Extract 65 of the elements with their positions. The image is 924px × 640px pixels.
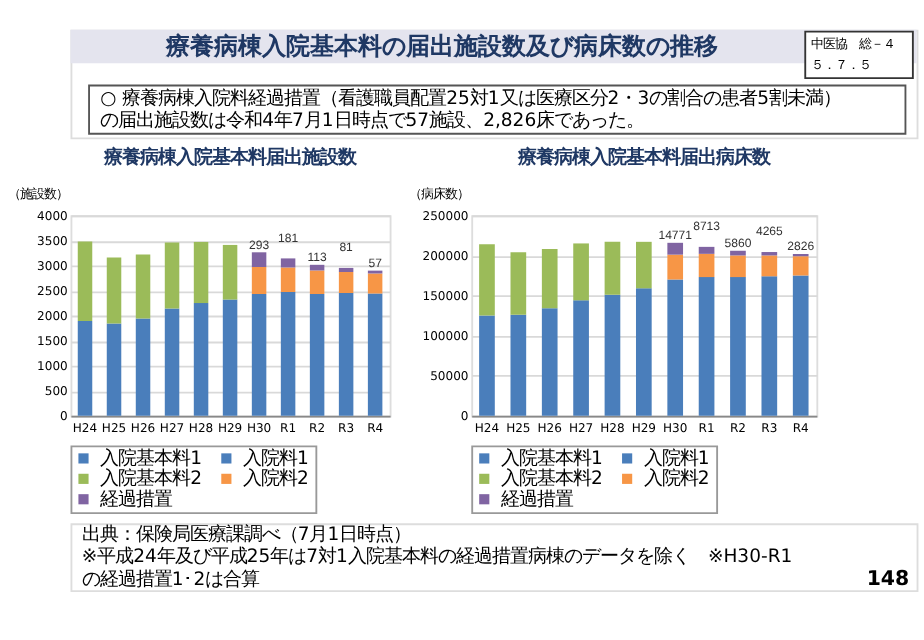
bar <box>792 256 809 276</box>
bar <box>338 293 354 416</box>
bar <box>251 266 267 295</box>
bar <box>280 258 296 268</box>
legend-label: 入院料1 <box>643 448 710 470</box>
bar <box>573 243 589 301</box>
bar <box>309 270 325 295</box>
bar <box>135 318 151 416</box>
legend-label: 入院料2 <box>243 468 309 491</box>
legend-label: 入院基本料1 <box>500 448 603 470</box>
bar <box>510 314 527 416</box>
bar <box>106 323 122 416</box>
legend-label: 入院基本料1 <box>100 448 203 470</box>
bar <box>77 321 93 416</box>
bar <box>367 293 383 416</box>
bar <box>635 241 652 289</box>
bar <box>309 294 325 416</box>
bar <box>193 241 209 304</box>
bar <box>667 279 684 416</box>
bar <box>251 294 267 416</box>
bar <box>135 254 151 319</box>
bar <box>77 241 93 322</box>
bar <box>730 277 746 416</box>
bar <box>280 267 296 293</box>
text: ※平成24年及び平成25年は7対1入院基本料の経過措置病棟のデータを除く ※H30-R1の経過措置1･2は合算 <box>81 546 793 591</box>
text: 148 <box>866 568 910 591</box>
bar <box>541 308 558 416</box>
bar <box>367 273 383 294</box>
bar <box>604 294 621 416</box>
legend-label: 入院料1 <box>243 448 310 470</box>
bar <box>479 315 495 416</box>
bar <box>667 242 684 255</box>
bar <box>635 288 652 416</box>
bar <box>761 255 778 277</box>
bar <box>280 292 296 416</box>
bar <box>792 275 809 416</box>
text: ○ 療養病棟入院料経過措置（看護職員配置25対1又は医療区分2・3の割合の患者5割未満）の届出施設数は令和4年7月1日時点で57施設、2,826床であった。 <box>100 88 842 133</box>
bar <box>222 244 238 300</box>
bar <box>698 246 715 254</box>
bar <box>164 242 180 309</box>
legend-label: 入院基本料2 <box>100 468 203 491</box>
text: 療養病棟入院基本料の届出施設数及び病床数の推移 <box>163 31 718 60</box>
bar <box>510 252 527 315</box>
bar <box>698 277 715 416</box>
bar <box>761 276 778 416</box>
bar <box>338 271 354 294</box>
bar <box>730 255 746 278</box>
bar <box>667 254 684 280</box>
legend-label: 入院基本料2 <box>500 468 603 491</box>
legend-label: 経過措置 <box>498 488 573 511</box>
bar <box>164 308 180 416</box>
source-note: 出典：保険局医療課調べ（7月1日時点） <box>81 524 412 547</box>
legend-label: 経過措置 <box>98 488 173 511</box>
bar <box>604 241 621 295</box>
bar <box>106 257 122 324</box>
bar <box>193 303 209 416</box>
bar <box>541 249 558 309</box>
chart-title: 療養病棟入院基本料届出病床数 <box>515 147 772 170</box>
bar <box>573 300 589 416</box>
bar <box>698 253 715 278</box>
bar <box>222 299 238 416</box>
chart-title: 療養病棟入院基本料届出施設数 <box>102 147 359 170</box>
bar <box>251 252 267 267</box>
legend-label: 入院料2 <box>643 468 710 491</box>
bar <box>479 244 495 316</box>
